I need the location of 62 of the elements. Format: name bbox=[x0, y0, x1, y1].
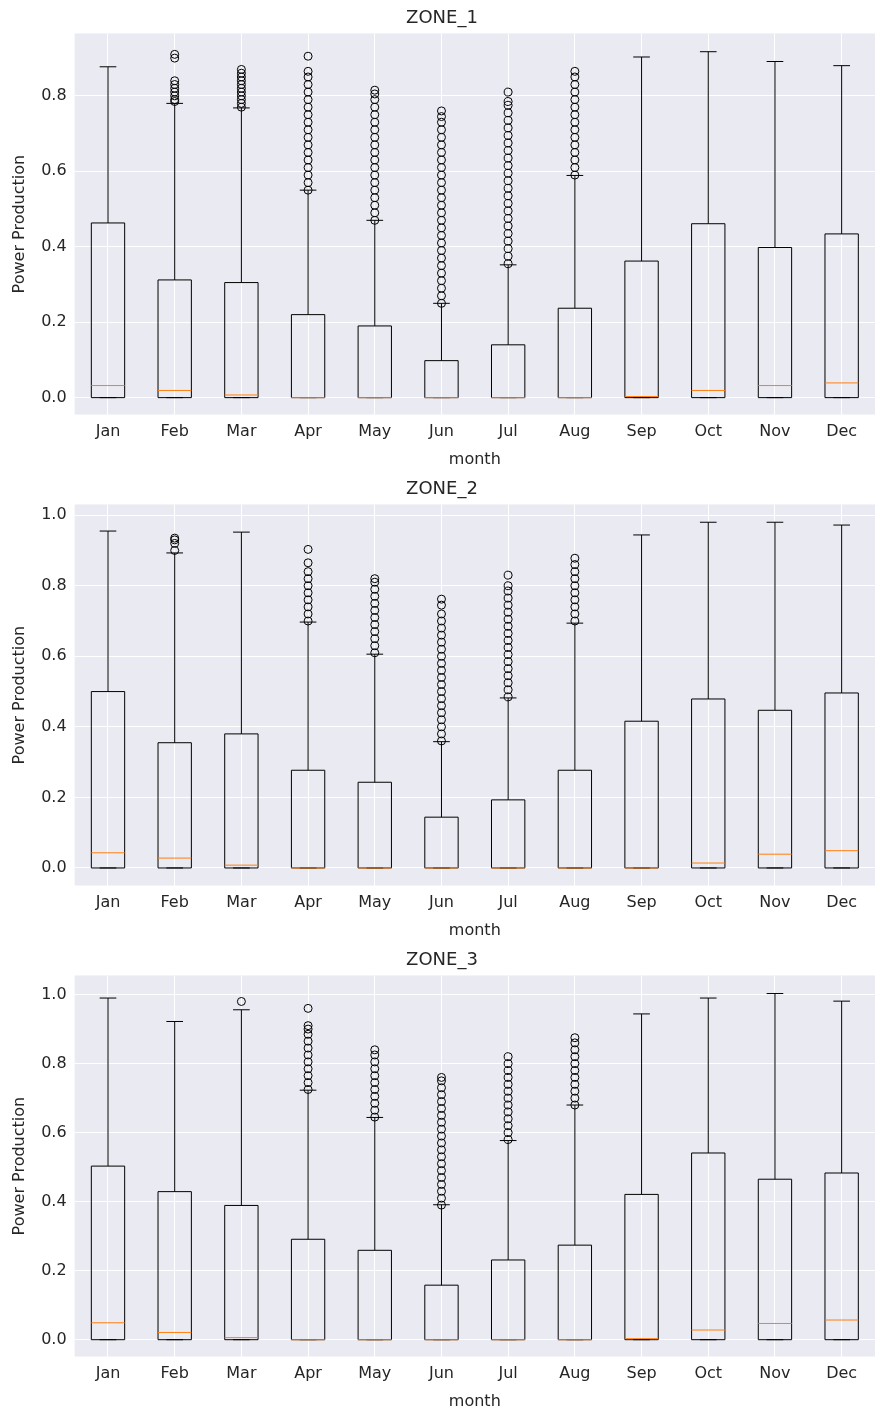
y-tick-label: 1.0 bbox=[41, 983, 67, 1003]
x-tick-label: Oct bbox=[694, 421, 723, 441]
y-tick-label: 0.6 bbox=[41, 645, 67, 665]
x-tick-label: Nov bbox=[759, 892, 791, 912]
y-tick-label: 0.4 bbox=[41, 1190, 67, 1210]
x-tick-label: Sep bbox=[626, 892, 657, 912]
x-tick-label: Jan bbox=[94, 1363, 121, 1383]
y-tick-label: 0.0 bbox=[41, 1328, 67, 1348]
y-tick-label: 0.8 bbox=[41, 85, 67, 104]
x-tick-label: Apr bbox=[294, 421, 323, 441]
x-tick-label: Mar bbox=[226, 892, 257, 912]
y-tick-label: 0.2 bbox=[41, 1259, 67, 1279]
x-axis-title: month bbox=[448, 1390, 501, 1410]
y-tick-label: 0.0 bbox=[41, 386, 67, 406]
x-tick-label: Feb bbox=[160, 1363, 189, 1383]
y-tick-label: 0.2 bbox=[41, 786, 67, 806]
x-tick-label: Aug bbox=[559, 892, 591, 912]
x-tick-label: Oct bbox=[694, 892, 723, 912]
chart-title: ZONE_3 bbox=[406, 948, 478, 971]
x-tick-label: Sep bbox=[626, 1363, 657, 1383]
chart-title: ZONE_2 bbox=[406, 477, 478, 500]
x-tick-label: Jan bbox=[94, 421, 121, 441]
x-tick-label: Dec bbox=[826, 421, 858, 441]
x-tick-label: Aug bbox=[559, 1363, 591, 1383]
y-axis-title: Power Production bbox=[8, 625, 28, 765]
x-tick-label: May bbox=[358, 1363, 392, 1383]
y-tick-label: 0.4 bbox=[41, 235, 67, 255]
x-tick-label: Feb bbox=[160, 421, 189, 441]
x-tick-label: Dec bbox=[826, 1363, 858, 1383]
x-tick-label: Nov bbox=[759, 421, 791, 441]
y-tick-label: 1.0 bbox=[41, 504, 67, 524]
y-axis-title: Power Production bbox=[8, 1096, 28, 1236]
x-tick-label: Dec bbox=[826, 892, 858, 912]
x-tick-label: Mar bbox=[226, 421, 257, 441]
x-tick-label: Jun bbox=[427, 1363, 454, 1383]
y-tick-label: 0.0 bbox=[41, 857, 67, 877]
x-tick-label: May bbox=[358, 421, 392, 441]
y-tick-label: 0.8 bbox=[41, 574, 67, 594]
y-tick-label: 0.4 bbox=[41, 716, 67, 736]
x-tick-label: Mar bbox=[226, 1363, 257, 1383]
x-tick-label: Oct bbox=[694, 1363, 723, 1383]
x-tick-label: Nov bbox=[759, 1363, 791, 1383]
x-tick-label: Jul bbox=[497, 892, 518, 912]
x-tick-label: Apr bbox=[294, 892, 323, 912]
y-tick-label: 0.8 bbox=[41, 1052, 67, 1072]
x-tick-label: May bbox=[358, 892, 392, 912]
x-tick-label: Aug bbox=[559, 421, 591, 441]
x-tick-label: Jul bbox=[497, 1363, 518, 1383]
y-tick-label: 0.2 bbox=[41, 311, 67, 331]
x-tick-label: Feb bbox=[160, 892, 189, 912]
y-axis-title: Power Production bbox=[8, 154, 28, 294]
x-tick-label: Jan bbox=[94, 892, 121, 912]
y-tick-label: 0.6 bbox=[41, 1121, 67, 1141]
x-tick-label: Jul bbox=[497, 421, 518, 441]
x-tick-label: Sep bbox=[626, 421, 657, 441]
x-tick-label: Apr bbox=[294, 1363, 323, 1383]
y-tick-label: 0.6 bbox=[41, 160, 67, 180]
x-axis-title: month bbox=[448, 919, 501, 939]
x-axis-title: month bbox=[448, 448, 501, 468]
chart-title: ZONE_1 bbox=[406, 6, 478, 29]
x-tick-label: Jun bbox=[427, 421, 454, 441]
x-tick-label: Jun bbox=[427, 892, 454, 912]
